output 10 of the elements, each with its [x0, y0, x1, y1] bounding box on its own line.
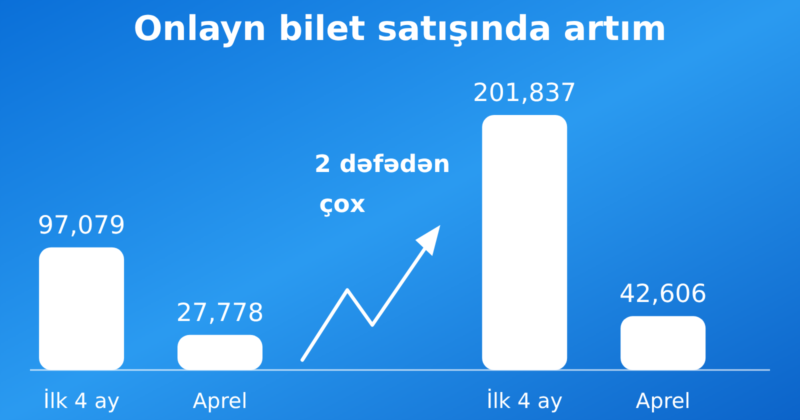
x-tick-label: Aprel	[192, 389, 248, 413]
x-tick-label: Aprel	[636, 389, 690, 413]
chart-title: Onlayn bilet satışında artım	[133, 9, 667, 49]
data-label: 42,606	[619, 279, 707, 308]
annotation: 2 dəfədən çox	[314, 150, 450, 218]
data-label: 27,778	[176, 298, 264, 327]
data-label: 201,837	[472, 78, 576, 107]
x-tick-label: İlk 4 ay	[43, 388, 120, 413]
data-label: 97,079	[38, 210, 126, 240]
x-tick-label: İlk 4 ay	[486, 388, 563, 413]
